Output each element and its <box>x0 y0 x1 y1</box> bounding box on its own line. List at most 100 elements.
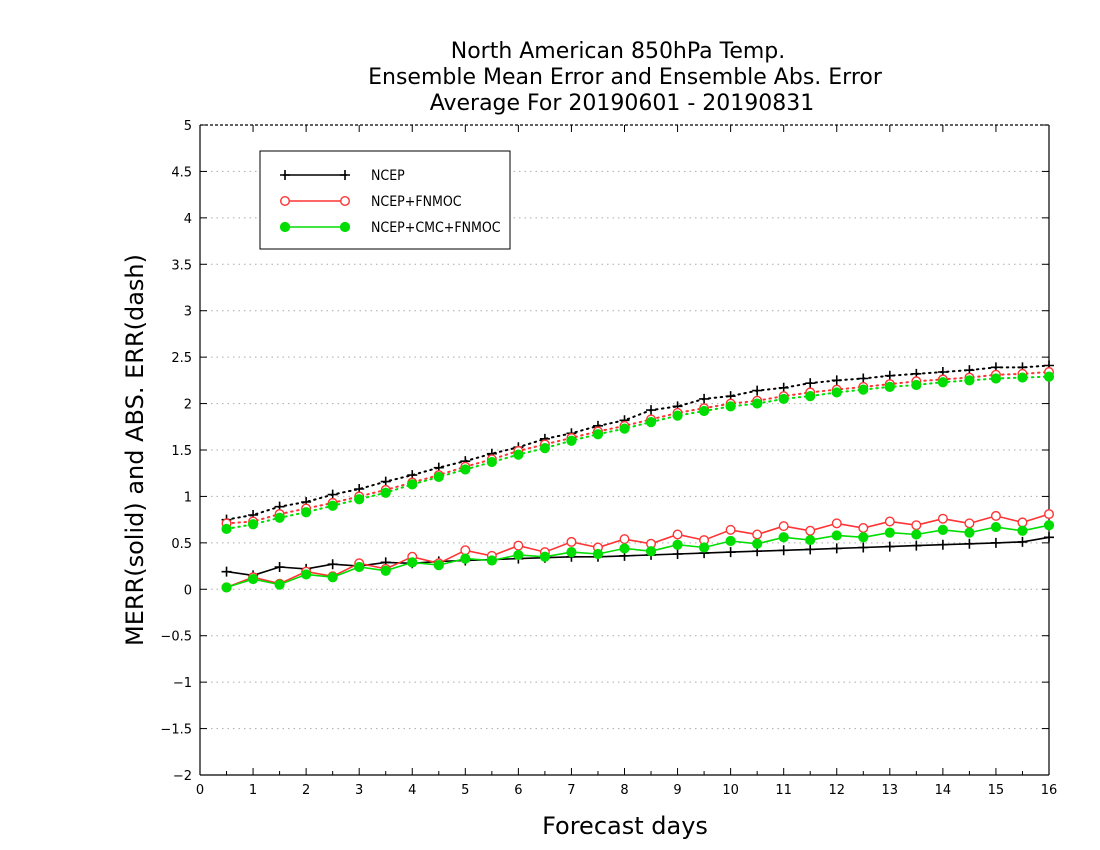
series-3-merr-point <box>354 561 365 573</box>
title-line-2: Ensemble Mean Error and Ensemble Abs. Er… <box>368 65 883 90</box>
series-3-abs-err-point <box>380 487 391 498</box>
series-2-merr-point <box>460 545 471 556</box>
x-tick-label: 4 <box>408 783 416 798</box>
legend-marker-2 <box>340 195 351 206</box>
series-2-merr-point <box>752 529 763 540</box>
series-3-merr-point <box>645 546 657 557</box>
series-3-abs-err-point <box>247 519 259 530</box>
x-tick-label: 10 <box>722 783 739 798</box>
x-tick-label: 3 <box>355 783 363 798</box>
series-3-merr-point <box>752 538 763 549</box>
series-3-merr-point <box>566 547 577 558</box>
y-axis-label: MERR(solid) and ABS. ERR(dash) <box>121 254 149 646</box>
series-2-merr-point <box>911 520 922 531</box>
series-1-merr-point <box>725 547 736 558</box>
series-3-abs-err-point <box>539 443 551 454</box>
series-2-merr-point <box>858 523 869 534</box>
series-2-merr-point <box>513 540 524 551</box>
series-3-merr-point <box>513 549 524 561</box>
x-tick-label: 0 <box>196 783 204 798</box>
series-3-abs-err-point <box>486 456 497 468</box>
series-1-merr-point <box>911 540 922 551</box>
series-2-merr-point <box>566 536 577 547</box>
series-1-abs-err-point <box>327 489 338 500</box>
legend-marker-3 <box>279 221 291 233</box>
y-tick-labels: −2 −1.5 −1 −0.5 0 0.5 1 1.5 2 2.5 3 3.5 4 4.5 5 <box>160 119 192 784</box>
series-3-merr-point <box>380 565 391 576</box>
series-3-merr-point <box>990 521 1002 533</box>
series-3-merr-point <box>301 569 312 580</box>
x-tick-label: 7 <box>567 783 575 798</box>
series-3-abs-err-point <box>831 387 842 398</box>
series-1-merr-point <box>964 538 975 549</box>
series-3-abs-err-point <box>407 479 418 490</box>
series-3-abs-err-point <box>805 391 816 402</box>
series-3-merr-point <box>698 542 710 553</box>
series-3-abs-err-point <box>327 500 338 511</box>
series-3-merr-point <box>433 560 444 571</box>
legend-label-2: NCEP+FNMOC <box>371 194 462 210</box>
series-3-abs-err-point <box>354 494 365 505</box>
y-tick-label: 1 <box>184 490 192 505</box>
series-3-merr-point <box>539 551 551 562</box>
series-3-abs-err-point <box>566 435 577 446</box>
y-tick-label: 2.5 <box>171 351 192 366</box>
legend-marker-3 <box>339 221 351 233</box>
series-1-merr-point <box>937 539 948 550</box>
series-3-merr-point <box>884 527 895 538</box>
title-line-3: Average For 20190601 - 20190831 <box>430 91 815 116</box>
series-3-merr-point <box>778 532 789 543</box>
series-3-merr-point <box>937 524 948 535</box>
series-3-abs-err-point <box>911 379 922 391</box>
series-3-abs-err-point <box>645 417 657 428</box>
series-3-merr-point <box>1043 520 1055 531</box>
y-tick-label: 4.5 <box>171 165 192 180</box>
x-tick-label: 9 <box>673 783 681 798</box>
series-1-merr-point <box>221 566 232 577</box>
series-3-abs-err-point <box>460 464 471 475</box>
series-3-merr-line <box>226 524 1050 589</box>
legend-box <box>259 150 511 250</box>
series-1-merr-point <box>990 537 1001 548</box>
series-3-merr-point <box>858 532 869 543</box>
x-tick-label: 5 <box>461 783 469 798</box>
y-tick-label: −2 <box>173 769 192 784</box>
series-3-abs-err-point <box>672 410 683 421</box>
chart-title: North American 850hPa Temp. Ensemble Mea… <box>368 39 883 116</box>
series-1-merr-point <box>831 543 842 554</box>
series-2-merr-point <box>778 521 789 532</box>
series-2-merr-line <box>226 513 1050 589</box>
series-3-merr-point <box>460 553 471 564</box>
series-3-abs-err-point <box>990 373 1002 384</box>
series-3-abs-err-point <box>884 381 895 392</box>
y-tick-label: −0.5 <box>160 630 192 645</box>
series-3-merr-point <box>407 557 418 568</box>
x-tick-label: 8 <box>620 783 628 798</box>
series-3-abs-err-point <box>1017 372 1028 383</box>
series-3-merr-point <box>672 539 683 550</box>
series-1-abs-err-point <box>699 393 710 404</box>
series-3-merr-point <box>592 548 604 560</box>
legend-marker-1 <box>280 170 290 180</box>
series-2-merr-point <box>1017 517 1028 528</box>
series-3-merr-point <box>805 534 816 546</box>
series-1-abs-err-point <box>778 382 789 393</box>
series-3-merr-point <box>725 535 736 547</box>
series-3-merr-point <box>247 573 259 585</box>
series-3 <box>221 371 1055 593</box>
series-1 <box>221 360 1054 581</box>
series-3-merr-point <box>964 527 975 538</box>
series-1-abs-err-point <box>646 405 657 416</box>
series-2-merr-point <box>1043 509 1054 520</box>
series-3-abs-err-line <box>225 375 1050 530</box>
y-tick-label: −1.5 <box>160 723 192 738</box>
series-1-merr-point <box>274 562 285 572</box>
legend-label-1: NCEP <box>371 168 405 184</box>
series-layer <box>221 360 1055 593</box>
series-3-abs-err-point <box>698 405 710 417</box>
x-tick-label: 14 <box>935 783 952 798</box>
series-3-abs-err-point <box>1043 371 1055 382</box>
legend-marker-2 <box>280 195 291 206</box>
gridlines <box>200 170 1049 730</box>
